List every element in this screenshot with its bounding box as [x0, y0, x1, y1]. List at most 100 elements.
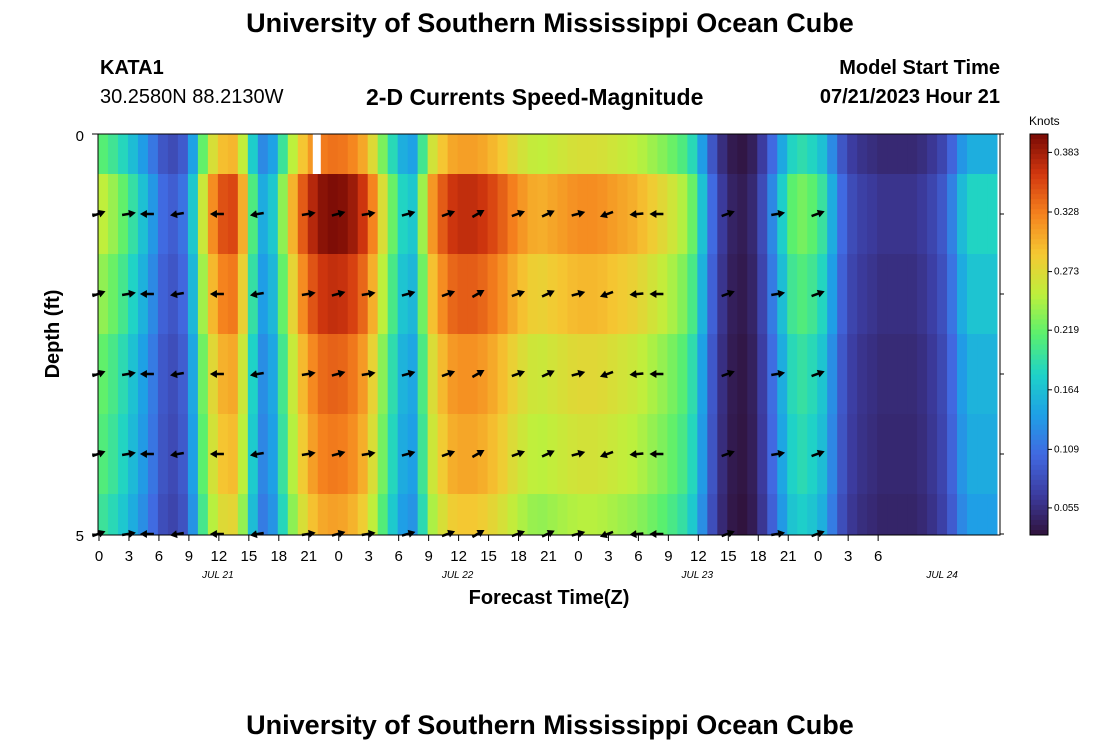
heatmap-cell [837, 494, 848, 535]
colorbar-segment [1030, 209, 1048, 215]
heatmap-cell [557, 414, 568, 494]
current-arrow [441, 449, 456, 458]
heatmap-cell [517, 174, 529, 254]
heatmap-cell [447, 134, 459, 174]
heatmap-cell [617, 494, 628, 535]
x-tick-label: 0 [335, 548, 343, 565]
heatmap-cell [137, 494, 149, 535]
heatmap-cell [417, 334, 429, 414]
arrow-head [139, 290, 147, 298]
heatmap-cell [787, 494, 798, 535]
heatmap-cell [547, 134, 558, 174]
heatmap-cell [607, 494, 618, 535]
x-tick-label: 6 [155, 548, 163, 565]
heatmap-cell [887, 334, 898, 414]
heatmap-cell [847, 414, 858, 494]
current-arrow [441, 369, 456, 378]
heatmap-cell [987, 334, 998, 414]
heatmap-cell [687, 254, 698, 334]
heatmap-cell [677, 134, 688, 174]
arrow-head [546, 529, 555, 538]
heatmap-cell [287, 334, 299, 414]
heatmap-cell [747, 254, 758, 334]
heatmap-cell [737, 494, 748, 535]
heatmap-cell [297, 134, 309, 174]
current-arrow [649, 210, 664, 218]
arrow-head [726, 369, 735, 378]
heatmap-cell [547, 494, 558, 535]
colorbar-segment [1030, 269, 1048, 275]
heatmap-cell [487, 494, 499, 535]
heatmap-cell [717, 134, 728, 174]
heatmap-cell [737, 134, 748, 174]
heatmap-cell [527, 494, 539, 535]
arrow-head [209, 450, 217, 458]
current-arrow [361, 289, 376, 298]
footer-title: University of Southern Mississippi Ocean… [246, 710, 854, 740]
arrow-head [407, 209, 416, 218]
colorbar-segment [1030, 459, 1048, 466]
heatmap-cell [98, 494, 109, 535]
colorbar-segment [1030, 439, 1048, 446]
heatmap-cell [147, 134, 159, 174]
colorbar-segment [1030, 139, 1048, 145]
heatmap-cell [427, 254, 439, 334]
heatmap-cell [217, 494, 229, 535]
heatmap-cell [887, 134, 898, 174]
heatmap-cell [587, 174, 598, 254]
heatmap-cell [827, 134, 838, 174]
colorbar-segment [1030, 479, 1048, 486]
current-arrow [771, 289, 786, 298]
arrow-head [726, 529, 735, 538]
heatmap-cell [197, 254, 209, 334]
arrow-head [447, 369, 456, 378]
heatmap-cell [797, 254, 808, 334]
heatmap-cell [877, 254, 888, 334]
heatmap-cell [837, 174, 848, 254]
heatmap-cell [697, 134, 708, 174]
heatmap-cell [267, 414, 279, 494]
current-arrow [811, 289, 825, 298]
heatmap-cell [707, 334, 718, 414]
x-tick-label: 12 [690, 548, 707, 565]
heatmap-cell [377, 414, 389, 494]
heatmap-cell [867, 174, 878, 254]
arrow-head [599, 290, 608, 299]
heatmap-cell [347, 494, 359, 535]
heatmap-cell [857, 414, 868, 494]
heatmap-cell [237, 494, 249, 535]
colorbar-segment [1030, 299, 1048, 305]
x-tick-label: 12 [450, 548, 467, 565]
heatmap-cell [107, 254, 119, 334]
heatmap-cell [947, 414, 958, 494]
heatmap-cell [607, 254, 618, 334]
colorbar-segment [1030, 399, 1048, 406]
heatmap-cell [757, 174, 768, 254]
heatmap-cell [937, 254, 948, 334]
heatmap-cell [927, 494, 938, 535]
heatmap-cell [127, 494, 139, 535]
arrow-head [139, 450, 147, 458]
heatmap-cell [467, 254, 479, 334]
heatmap-cell [927, 254, 938, 334]
arrow-head [577, 289, 586, 298]
heatmap-cell [387, 334, 399, 414]
heatmap-cell [697, 414, 708, 494]
arrow-head [816, 289, 825, 298]
arrow-head [816, 209, 825, 218]
arrow-head [649, 530, 657, 538]
colorbar-segment [1030, 379, 1048, 386]
heatmap-cell [917, 174, 928, 254]
arrow-head [726, 449, 735, 458]
current-arrow [771, 209, 786, 218]
colorbar-segment [1030, 429, 1048, 436]
arrow-head [308, 369, 316, 378]
x-tick-label: 9 [664, 548, 672, 565]
arrow-head [726, 289, 735, 298]
arrow-head [407, 369, 416, 378]
current-arrow [471, 290, 485, 299]
heatmap-cell [827, 254, 838, 334]
heatmap-cell [367, 134, 379, 174]
arrow-head [476, 530, 485, 537]
current-arrow [471, 450, 485, 459]
